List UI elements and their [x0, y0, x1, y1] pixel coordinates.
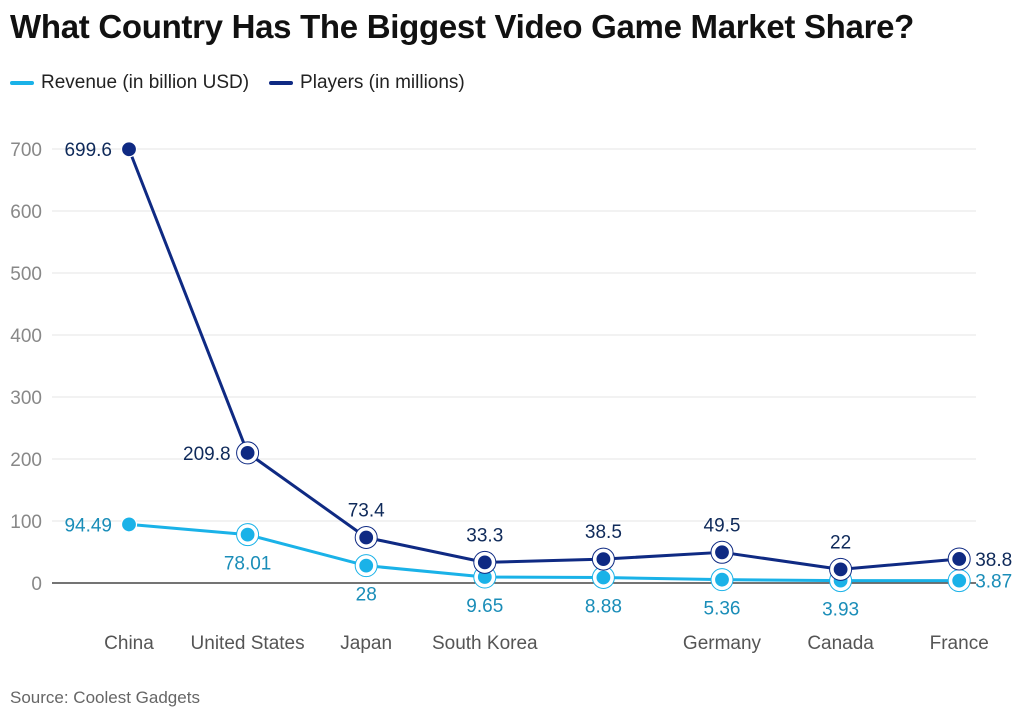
players-point	[832, 561, 849, 578]
players-data-label: 22	[830, 532, 851, 553]
legend-swatch-players	[269, 81, 294, 85]
revenue-data-label: 78.01	[224, 554, 272, 575]
revenue-point	[951, 572, 968, 589]
legend-label-players: Players (in millions)	[300, 72, 465, 93]
y-tick-label: 300	[10, 388, 42, 409]
source-note: Source: Coolest Gadgets	[10, 688, 200, 707]
players-data-label: 699.6	[64, 140, 112, 161]
legend-swatch-revenue	[10, 81, 34, 85]
y-tick-label: 400	[10, 326, 42, 347]
players-data-label: 38.8	[975, 550, 1012, 571]
revenue-line	[128, 522, 960, 583]
players-line	[127, 148, 960, 571]
players-data-label: 33.3	[466, 525, 503, 546]
revenue-point	[713, 571, 731, 588]
revenue-data-label: 28	[356, 585, 377, 606]
chart-title: What Country Has The Biggest Video Game …	[10, 8, 915, 45]
x-tick-label: Canada	[807, 633, 874, 654]
players-data-label: 209.8	[183, 444, 231, 465]
x-tick-label: South Korea	[432, 633, 538, 654]
y-tick-label: 200	[10, 450, 42, 471]
revenue-data-label: 3.87	[975, 572, 1012, 593]
players-point	[951, 550, 968, 568]
players-data-label: 73.4	[348, 500, 385, 521]
revenue-point	[120, 516, 138, 533]
legend: Revenue (in billion USD) Players (in mil…	[10, 72, 485, 94]
players-point	[239, 444, 256, 462]
y-tick-label: 100	[10, 512, 42, 533]
revenue-point	[239, 526, 256, 543]
revenue-data-label: 9.65	[466, 596, 503, 617]
y-tick-label: 600	[10, 202, 42, 223]
revenue-data-label: 94.49	[64, 515, 112, 536]
revenue-point	[358, 557, 375, 574]
players-point	[358, 529, 375, 546]
x-tick-label: United States	[191, 633, 305, 654]
x-tick-label: France	[930, 633, 989, 654]
players-data-label: 38.5	[585, 522, 622, 543]
revenue-data-label: 5.36	[704, 599, 741, 620]
players-point	[595, 551, 612, 568]
players-point	[476, 554, 493, 571]
y-tick-label: 500	[10, 264, 42, 285]
revenue-point	[595, 569, 612, 586]
x-tick-label: China	[104, 633, 154, 654]
legend-item-revenue[interactable]: Revenue (in billion USD)	[10, 72, 249, 94]
legend-item-players[interactable]: Players (in millions)	[269, 72, 465, 94]
x-tick-label: Germany	[683, 633, 762, 654]
revenue-data-label: 8.88	[585, 596, 622, 617]
players-data-label: 49.5	[704, 515, 741, 536]
x-tick-label: Japan	[340, 633, 392, 654]
y-tick-label: 0	[31, 574, 42, 595]
y-tick-label: 700	[10, 140, 42, 161]
revenue-data-label: 3.93	[822, 600, 859, 621]
legend-label-revenue: Revenue (in billion USD)	[41, 72, 250, 93]
players-point	[713, 544, 731, 561]
players-point	[120, 141, 138, 158]
